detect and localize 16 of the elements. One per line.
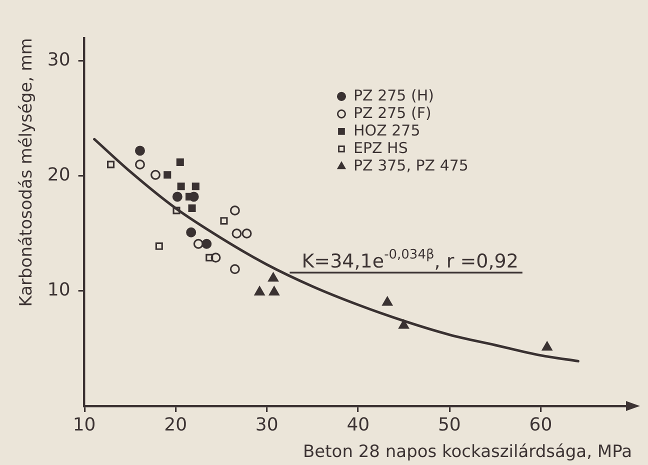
y-tick-label: 30 <box>47 50 70 71</box>
x-tick-label: 60 <box>529 414 552 436</box>
x-tick-label: 40 <box>346 414 370 436</box>
legend-label: PZ 275 (F) <box>353 104 432 122</box>
y-tick-label: 10 <box>47 280 70 301</box>
legend-label: PZ 375, PZ 475 <box>353 156 468 174</box>
legend-label: HOZ 275 <box>353 121 420 140</box>
y-tick-label: 20 <box>47 164 70 186</box>
x-tick-label: 50 <box>438 414 461 436</box>
x-tick-label: 20 <box>164 414 188 436</box>
legend-label: EPZ HS <box>353 138 408 157</box>
y-axis-title: Karbonátosodás mélysége, mm <box>16 38 37 307</box>
legend-label: PZ 275 (H) <box>353 86 434 104</box>
x-tick-label: 30 <box>255 414 278 436</box>
x-axis-title: Beton 28 napos kockaszilárdsága, MPa <box>303 442 632 462</box>
x-tick-label: 10 <box>72 414 96 436</box>
